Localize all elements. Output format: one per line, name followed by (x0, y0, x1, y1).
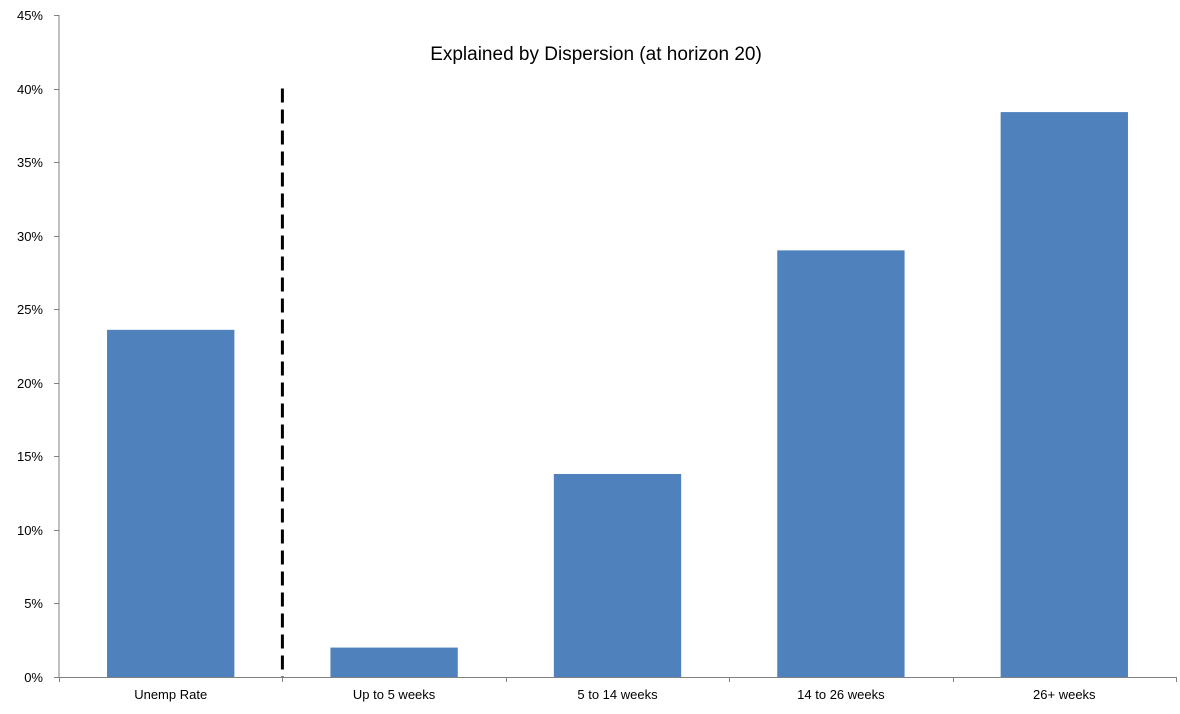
y-tick-label: 30% (17, 229, 43, 244)
bar (330, 647, 458, 677)
y-tick-label: 0% (24, 670, 43, 685)
category-label: 14 to 26 weeks (797, 687, 885, 702)
category-label: Unemp Rate (134, 687, 207, 702)
y-axis: 0% 5% 10% 15% 20% 25% 30% 35% 40% 45% (17, 8, 60, 685)
bar (553, 473, 682, 677)
bar (107, 329, 235, 677)
chart-title: Explained by Dispersion (at horizon 20) (430, 44, 762, 65)
bars (107, 112, 1128, 678)
y-tick-label: 25% (17, 302, 43, 317)
y-tick-label: 45% (17, 8, 43, 23)
bar (777, 250, 905, 677)
category-label: 26+ weeks (1033, 687, 1096, 702)
y-tick-label: 35% (17, 155, 43, 170)
category-label: Up to 5 weeks (353, 687, 436, 702)
y-tick-label: 5% (24, 596, 43, 611)
y-tick-label: 20% (17, 376, 43, 391)
bar (1000, 112, 1128, 678)
y-tick-label: 40% (17, 82, 43, 97)
y-tick-label: 15% (17, 449, 43, 464)
y-tick-label: 10% (17, 523, 43, 538)
x-axis: Unemp Rate Up to 5 weeks 5 to 14 weeks 14 t… (59, 677, 1177, 702)
category-label: 5 to 14 weeks (577, 687, 658, 702)
